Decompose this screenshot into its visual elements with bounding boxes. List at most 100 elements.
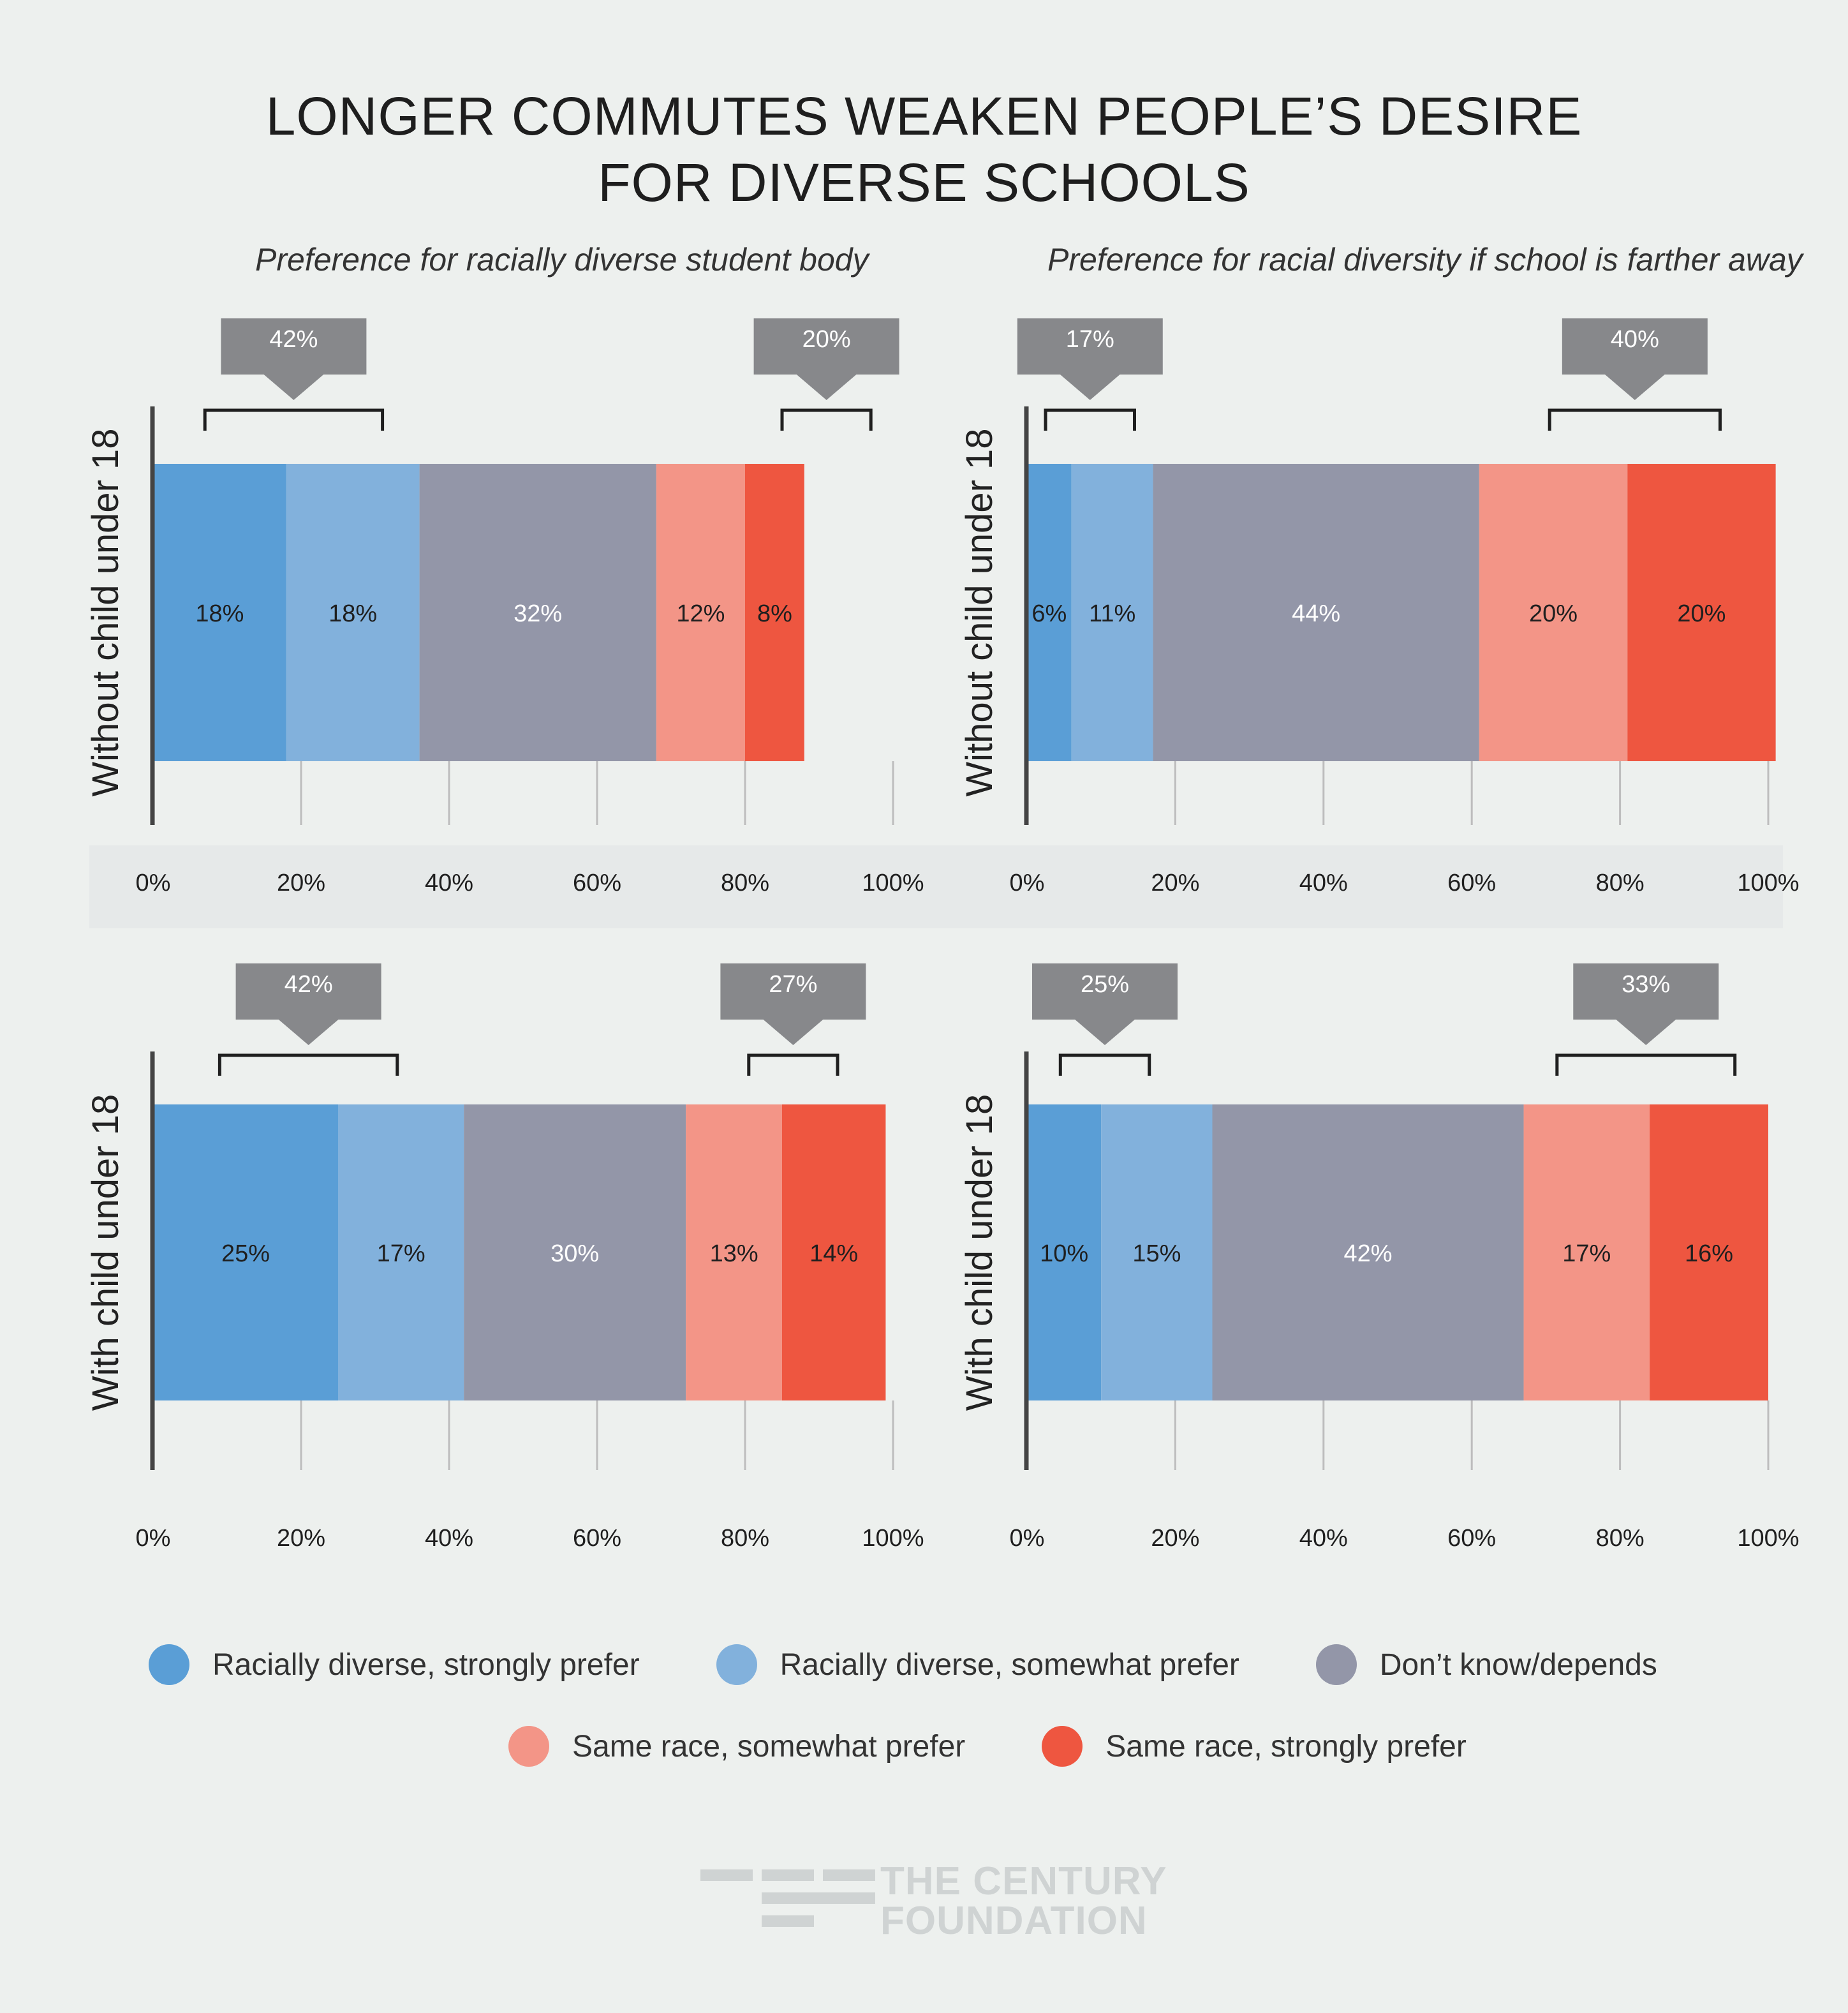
segment-diverse-strong <box>1027 1104 1102 1400</box>
callout-box <box>221 318 367 375</box>
callout-label: 20% <box>802 326 851 353</box>
callout-bracket <box>218 1053 399 1076</box>
segment-diverse-somewhat <box>1101 1104 1213 1400</box>
segment-dont-know <box>419 464 656 761</box>
legend-label: Don’t know/depends <box>1379 1647 1657 1682</box>
y-axis-label: Without child under 18 <box>85 428 126 796</box>
x-tick-label: 60% <box>1447 870 1496 896</box>
callout-pointer <box>263 374 325 400</box>
segment-diverse-somewhat <box>338 1104 464 1400</box>
segment-label: 17% <box>377 1240 425 1267</box>
x-tick-label: 80% <box>721 870 769 896</box>
legend-label: Racially diverse, somewhat prefer <box>780 1647 1239 1682</box>
segment-label: 18% <box>195 600 244 627</box>
x-tick-label: 0% <box>136 870 171 896</box>
segment-diverse-somewhat <box>286 464 420 761</box>
subtitle-right: Preference for racial diversity if schoo… <box>1047 242 1803 278</box>
title-line-1: LONGER COMMUTES WEAKEN PEOPLE’S DESIRE <box>265 86 1583 146</box>
segment-label: 14% <box>809 1240 858 1267</box>
callout-box <box>1017 318 1163 375</box>
x-tick-label: 20% <box>277 870 325 896</box>
x-tick-label: 60% <box>573 870 621 896</box>
callout-pointer <box>1059 374 1121 400</box>
callout-pointer <box>277 1019 339 1045</box>
legend-item-diverse-somewhat: Racially diverse, somewhat prefer <box>716 1644 1239 1685</box>
callout-bracket <box>1058 1053 1151 1076</box>
callout-label: 42% <box>285 971 333 998</box>
chart-title: LONGER COMMUTES WEAKEN PEOPLE’S DESIRE F… <box>0 83 1848 216</box>
callout-label: 17% <box>1066 326 1114 353</box>
segment-label: 17% <box>1562 1240 1611 1267</box>
segment-diverse-strong <box>153 464 286 761</box>
callout-pointer <box>1604 374 1666 400</box>
x-tick-label: 20% <box>1151 1525 1199 1552</box>
x-tick-label: 60% <box>573 1525 621 1552</box>
legend-dot-icon <box>508 1726 549 1767</box>
callout-label: 40% <box>1611 326 1659 353</box>
callout-bracket <box>780 408 873 431</box>
segment-same-strong <box>782 1104 886 1400</box>
segment-label: 20% <box>1677 600 1726 627</box>
x-tick-label: 40% <box>1299 1525 1348 1552</box>
segment-diverse-strong <box>153 1104 338 1400</box>
segment-dont-know <box>464 1104 686 1400</box>
x-tick-label: 100% <box>862 1525 924 1552</box>
segment-label: 42% <box>1343 1240 1392 1267</box>
callout-label: 42% <box>269 326 318 353</box>
y-axis-label: Without child under 18 <box>959 428 1000 796</box>
x-tick-label: 0% <box>1010 870 1045 896</box>
legend-dot-icon <box>716 1644 757 1685</box>
callout-box <box>753 318 899 375</box>
legend-item-same-strong: Same race, strongly prefer <box>1042 1726 1467 1767</box>
legend-dot-icon <box>1315 1644 1357 1685</box>
legend-row-1: Racially diverse, strongly prefer Racial… <box>149 1644 1657 1685</box>
title-line-2: FOR DIVERSE SCHOOLS <box>598 152 1250 212</box>
legend-dot-icon <box>149 1644 189 1685</box>
legend-label: Same race, strongly prefer <box>1105 1729 1467 1764</box>
segment-same-strong <box>745 464 804 761</box>
callout-bracket <box>747 1053 839 1076</box>
callout-bracket <box>1044 408 1136 431</box>
segment-dont-know <box>1212 1104 1524 1400</box>
logo-text: THE CENTURY FOUNDATION <box>880 1862 1167 1941</box>
logo-line-2: FOUNDATION <box>880 1899 1148 1943</box>
segment-label: 12% <box>676 600 725 627</box>
legend-dot-icon <box>1042 1726 1083 1767</box>
x-tick-label: 60% <box>1447 1525 1496 1552</box>
x-tick-label: 40% <box>1299 870 1348 896</box>
callout-pointer <box>1074 1019 1136 1045</box>
legend-label: Racially diverse, strongly prefer <box>212 1647 640 1682</box>
logo-line-1: THE CENTURY <box>880 1859 1167 1903</box>
legend-row-2: Same race, somewhat prefer Same race, st… <box>508 1726 1467 1767</box>
segment-label: 13% <box>710 1240 758 1267</box>
segment-diverse-strong <box>1027 464 1072 761</box>
segment-label: 6% <box>1031 600 1067 627</box>
segment-label: 11% <box>1089 600 1135 627</box>
callout-box <box>235 963 381 1020</box>
x-tick-label: 40% <box>425 1525 473 1552</box>
segment-dont-know <box>1153 464 1479 761</box>
x-tick-label: 80% <box>1596 1525 1645 1552</box>
x-tick-label: 20% <box>1151 870 1199 896</box>
segment-same-strong <box>1650 1104 1768 1400</box>
segment-same-somewhat <box>656 464 745 761</box>
segment-label: 8% <box>757 600 792 627</box>
x-tick-label: 80% <box>721 1525 769 1552</box>
callout-pointer <box>762 1019 824 1045</box>
x-tick-label: 0% <box>1010 1525 1045 1552</box>
x-tick-label: 100% <box>1737 870 1799 896</box>
segment-same-strong <box>1627 464 1776 761</box>
callout-box <box>1562 318 1708 375</box>
segment-label: 10% <box>1040 1240 1088 1267</box>
century-foundation-logo-icon <box>700 1869 875 1927</box>
legend-item-same-somewhat: Same race, somewhat prefer <box>508 1726 965 1767</box>
subtitle-left: Preference for racially diverse student … <box>255 242 869 278</box>
x-tick-label: 40% <box>425 870 473 896</box>
callout-bracket <box>1555 1053 1737 1076</box>
axis-band <box>89 845 1783 928</box>
callout-label: 25% <box>1081 971 1129 998</box>
x-tick-label: 80% <box>1596 870 1645 896</box>
segment-label: 25% <box>221 1240 270 1267</box>
legend-item-diverse-strong: Racially diverse, strongly prefer <box>149 1644 640 1685</box>
